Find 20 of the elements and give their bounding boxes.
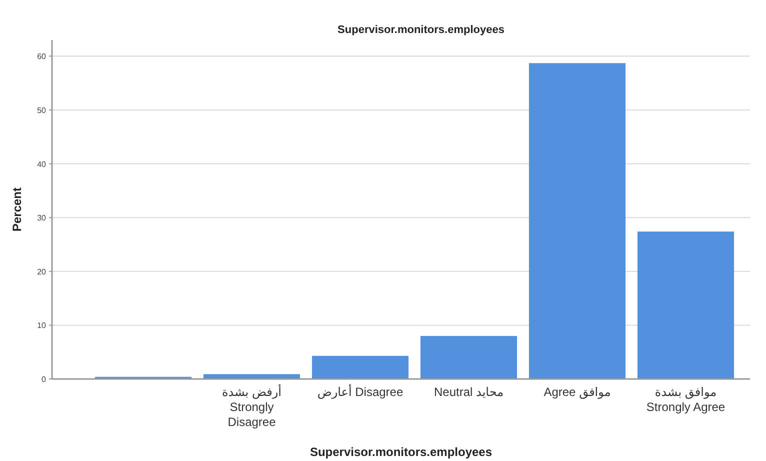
y-tick-label: 50 (37, 106, 47, 115)
y-axis-title: Percent (10, 187, 24, 232)
x-tick-label: Agree موافق (542, 385, 612, 400)
x-tick-label: أرفض بشدة Strongly Disagree (220, 385, 283, 430)
chart-title: Supervisor.monitors.employees (338, 24, 504, 36)
bar (420, 336, 518, 379)
x-tick-label: أعارض Disagree (316, 385, 404, 400)
bar (637, 232, 734, 379)
bar (528, 63, 626, 379)
y-tick-label: 20 (37, 267, 47, 276)
y-tick-label: 40 (37, 160, 47, 169)
y-tick-label: 10 (37, 321, 47, 330)
x-tick-label: Neutral محايد (433, 385, 504, 400)
x-axis-title: Supervisor.monitors.employees (310, 445, 492, 459)
y-tick-label: 30 (37, 214, 47, 223)
bar (203, 374, 300, 379)
y-tick-label: 0 (42, 375, 47, 384)
bar (312, 356, 409, 379)
y-tick-label: 60 (37, 52, 47, 62)
x-tick-label: موافق بشدة Strongly Agree (645, 385, 726, 415)
